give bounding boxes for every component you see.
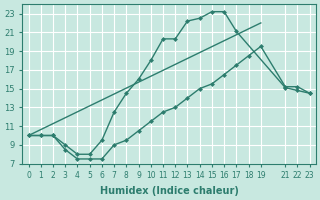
X-axis label: Humidex (Indice chaleur): Humidex (Indice chaleur)	[100, 186, 239, 196]
